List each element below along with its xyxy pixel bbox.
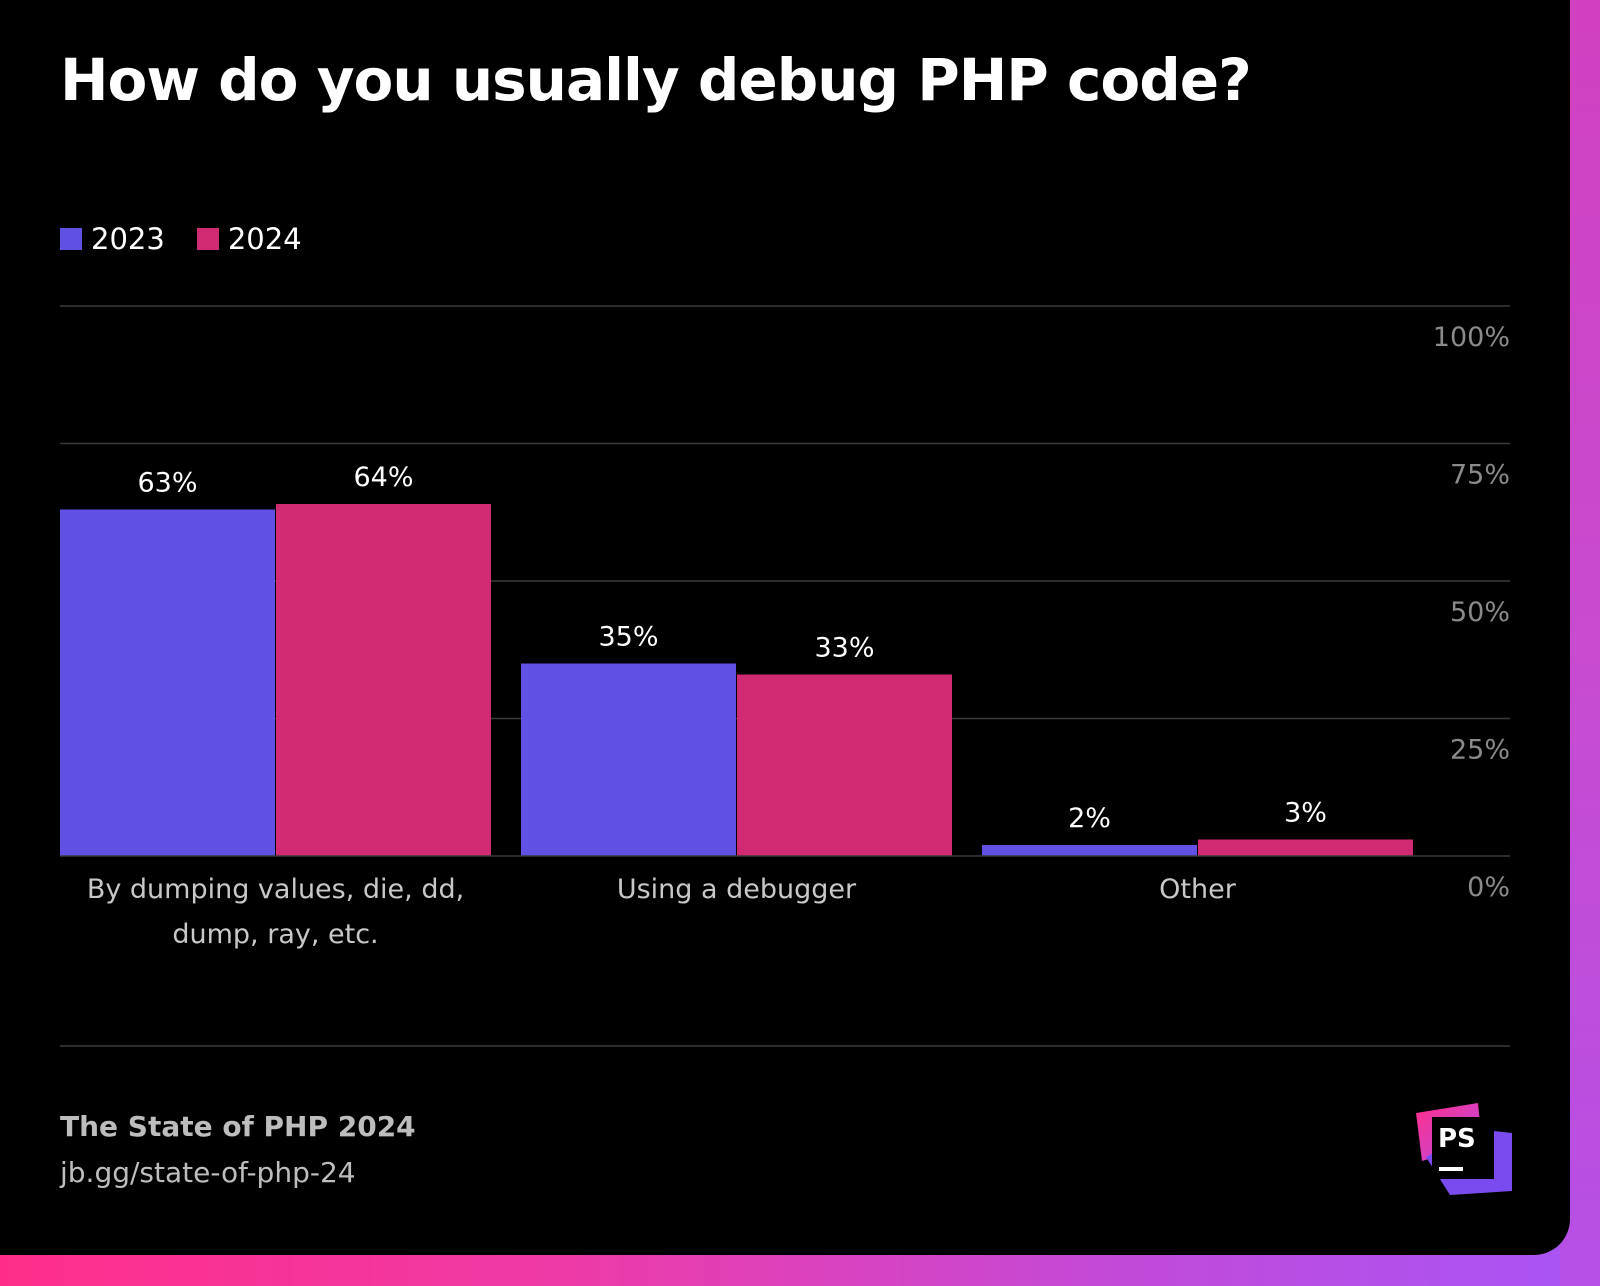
legend-swatch-2023 [60,228,82,250]
legend-item-2024: 2024 [196,222,302,256]
bar-2024-2 [1198,839,1413,856]
category-label-0-0: By dumping values, die, dd, [87,874,464,905]
bar-2023-2 [982,845,1197,856]
y-tick-label-100: 100% [1433,322,1510,353]
bar-2023-0 [60,509,275,856]
phpstorm-logo-icon: PS [1416,1103,1512,1195]
footer-link: jb.gg/state-of-php-24 [60,1156,356,1189]
data-label-2024-1: 33% [814,633,874,664]
bar-2024-0 [276,504,491,856]
legend-label-2024: 2024 [227,222,302,256]
footer-title: The State of PHP 2024 [60,1110,416,1143]
bar-2023-1 [521,663,736,856]
y-tick-label-75: 75% [1450,460,1510,491]
logo-text: PS [1438,1124,1476,1154]
data-label-2023-0: 63% [137,468,197,499]
data-label-2023-2: 2% [1068,803,1111,834]
data-label-2024-2: 3% [1284,798,1327,829]
legend-swatch-2024 [196,228,219,250]
category-label-2-0: Other [1159,874,1237,905]
category-label-1-0: Using a debugger [617,874,857,905]
y-tick-label-0: 0% [1467,872,1510,903]
data-label-2024-0: 64% [353,462,413,493]
legend-label-2023: 2023 [91,222,165,256]
data-label-2023-1: 35% [598,622,658,653]
y-tick-label-50: 50% [1450,597,1510,628]
legend: 2023 2024 [60,222,302,256]
chart-title: How do you usually debug PHP code? [60,46,1252,114]
legend-item-2023: 2023 [60,222,165,256]
category-label-0-1: dump, ray, etc. [172,919,378,950]
bar-2024-1 [737,674,952,856]
y-tick-label-25: 25% [1450,735,1510,766]
